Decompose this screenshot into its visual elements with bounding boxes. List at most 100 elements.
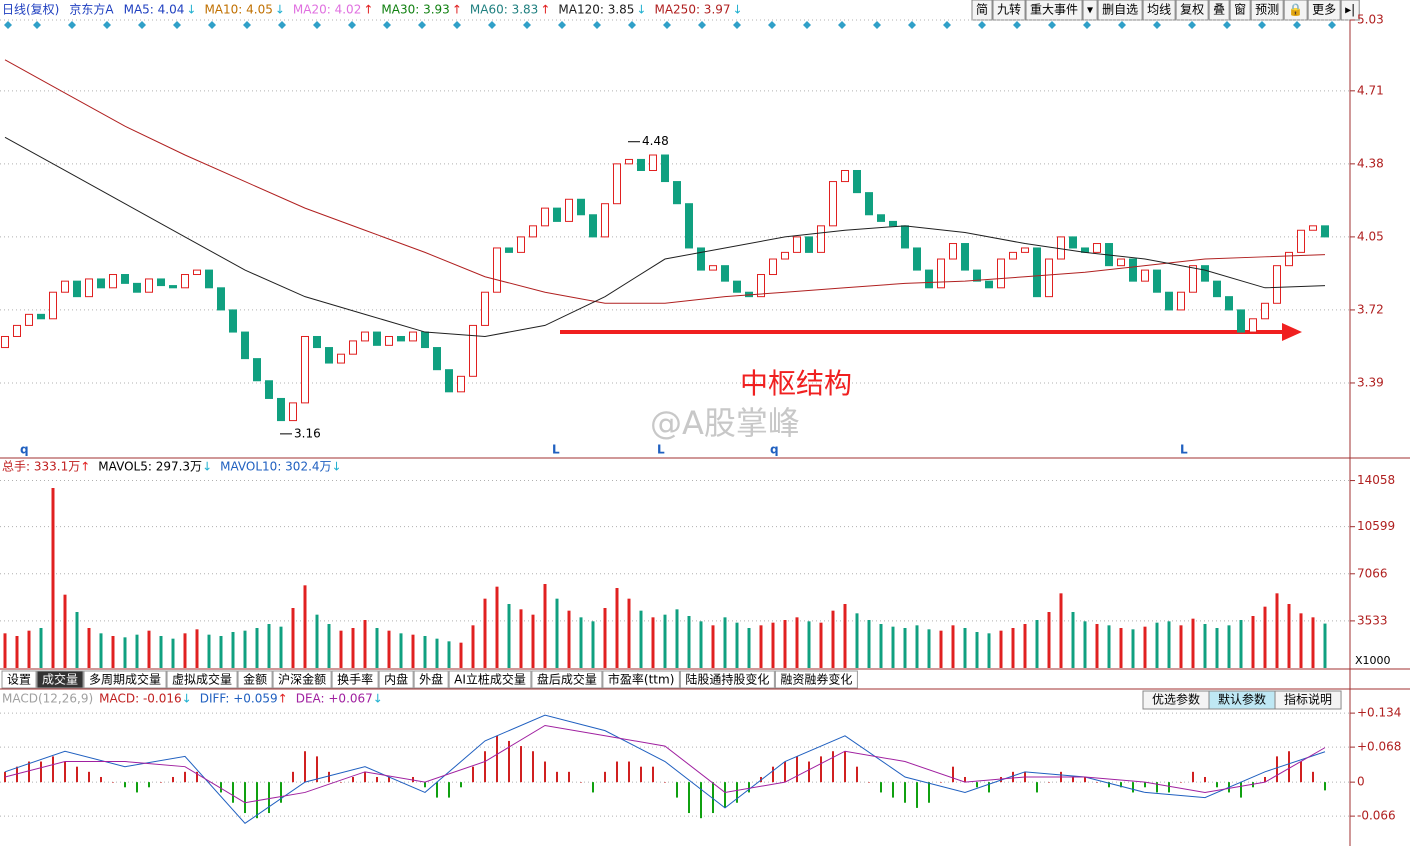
macd-bar (1132, 782, 1134, 793)
toolbar-label[interactable]: 更多 (1312, 3, 1336, 17)
tab[interactable] (602, 670, 680, 689)
volume-bar (1167, 621, 1171, 668)
indicator-button-label[interactable]: 默认参数 (1218, 692, 1266, 707)
tab-label[interactable]: 多周期成交量 (89, 672, 161, 687)
tab-label[interactable]: 金额 (243, 672, 267, 687)
tab-label[interactable]: 内盘 (384, 672, 408, 687)
toolbar-label[interactable]: 预测 (1255, 3, 1279, 17)
toolbar-label[interactable]: 重大事件 (1030, 3, 1078, 17)
volume-bar (531, 614, 535, 668)
candle (409, 331, 417, 342)
tab-label[interactable]: 成交量 (42, 672, 78, 687)
tab[interactable] (378, 670, 414, 689)
macd-bar (784, 761, 786, 783)
candle (313, 335, 321, 349)
candle (901, 225, 909, 249)
tab[interactable] (83, 670, 167, 689)
toolbar-label[interactable]: ▸| (1345, 3, 1355, 17)
signal-diamond (1258, 21, 1266, 29)
tab[interactable] (237, 670, 273, 689)
tab[interactable] (774, 670, 858, 689)
toolbar-button[interactable] (1082, 0, 1098, 21)
toolbar-label[interactable]: 简 (976, 3, 988, 17)
tab[interactable] (1, 670, 37, 689)
tab[interactable] (331, 670, 379, 689)
candle (1, 335, 9, 349)
tab-label[interactable]: 融资融券变化 (780, 672, 852, 687)
toolbar-button[interactable] (1142, 0, 1176, 21)
volume-bar (63, 594, 67, 668)
volume-bar (819, 622, 823, 668)
volume-bar (891, 626, 895, 668)
indicator-button-label[interactable]: 优选参数 (1152, 692, 1200, 707)
volume-bar (459, 642, 463, 668)
tab-label[interactable]: 陆股通持股变化 (685, 672, 769, 687)
toolbar-button[interactable] (992, 0, 1026, 21)
candle (565, 198, 573, 222)
indicator-button[interactable] (1274, 690, 1342, 710)
tab[interactable] (448, 670, 532, 689)
y-tick-label: 4.71 (1357, 83, 1384, 97)
tab[interactable] (531, 670, 603, 689)
macd-legend: DEA: +0.067 (296, 692, 373, 706)
candle (877, 214, 885, 222)
volume-bar (1023, 624, 1027, 668)
tab[interactable] (272, 670, 332, 689)
toolbar-button[interactable] (1025, 0, 1083, 21)
volume-bar (867, 620, 871, 668)
candle (337, 353, 345, 364)
macd-bar (1240, 782, 1242, 798)
tab-label[interactable]: AI立桩成交量 (454, 672, 526, 687)
toolbar-button[interactable] (1283, 0, 1308, 21)
toolbar-label[interactable]: ▾ (1087, 3, 1093, 17)
toolbar-label[interactable]: 复权 (1180, 3, 1204, 17)
tab-label[interactable]: 虚拟成交量 (172, 672, 232, 687)
volume-bar (111, 636, 115, 668)
candle (229, 309, 237, 333)
toolbar-label[interactable]: 窗 (1234, 3, 1246, 17)
indicator-button-label[interactable]: 指标说明 (1284, 692, 1332, 707)
macd-bar (1168, 782, 1170, 793)
toolbar-label[interactable]: 删自选 (1102, 3, 1138, 17)
volume-bar (1047, 612, 1051, 668)
header-arrow: ↓ (733, 3, 743, 17)
candle (421, 331, 429, 349)
macd-bar (592, 782, 594, 793)
toolbar-label[interactable]: 均线 (1147, 3, 1171, 17)
tab[interactable] (679, 670, 775, 689)
tab[interactable] (413, 670, 449, 689)
tab-label[interactable]: 设置 (7, 673, 31, 687)
tab-label[interactable]: 换手率 (337, 672, 373, 687)
toolbar-button[interactable] (971, 0, 993, 21)
macd-bar (292, 771, 294, 783)
macd-bar (112, 782, 114, 783)
candle (805, 236, 813, 253)
volume-bar (51, 488, 55, 668)
tab-label[interactable]: 市盈率(ttm) (608, 672, 674, 687)
tab[interactable] (36, 670, 84, 689)
toolbar-button[interactable] (1208, 0, 1230, 21)
tab[interactable] (166, 670, 238, 689)
volume-bar (915, 625, 919, 668)
tab-label[interactable]: 外盘 (419, 672, 443, 687)
volume-bar (1083, 621, 1087, 668)
signal-diamond (173, 21, 181, 29)
volume-bar (363, 620, 367, 668)
macd-bar (352, 776, 354, 783)
tab-label[interactable]: 盘后成交量 (537, 672, 597, 687)
candle (889, 220, 897, 227)
volume-bar (1323, 623, 1327, 668)
toolbar-label[interactable]: 叠 (1213, 3, 1225, 17)
volume-bar (183, 633, 187, 668)
volume-bar (927, 629, 931, 668)
toolbar-label[interactable]: 🔒 (1288, 3, 1303, 17)
candle (37, 313, 45, 320)
signal-diamond (1223, 21, 1231, 29)
toolbar-label[interactable]: 九转 (997, 2, 1021, 17)
candle (493, 247, 501, 293)
tab-label[interactable]: 沪深金额 (278, 672, 326, 687)
macd-bar (904, 782, 906, 803)
candle (193, 269, 201, 276)
toolbar-button[interactable] (1250, 0, 1284, 21)
